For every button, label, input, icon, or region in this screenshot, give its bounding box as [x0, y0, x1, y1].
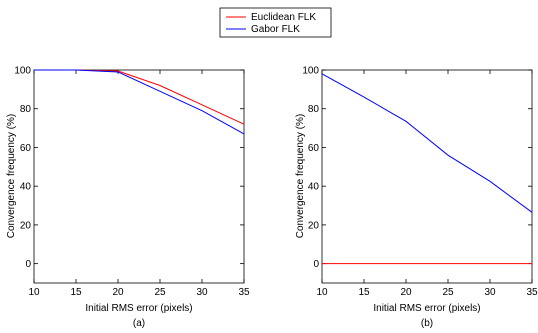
x-tick-label: 25	[154, 287, 166, 298]
legend-label-gabor: Gabor FLK	[251, 24, 300, 35]
x-tick-label: 30	[484, 287, 496, 298]
legend-box	[219, 7, 332, 38]
x-ticks-a: 10 15 20 25 30 35	[28, 70, 250, 298]
x-tick-label: 15	[70, 287, 82, 298]
y-tick-label: 0	[25, 259, 31, 270]
series-line-gabor-flk	[321, 73, 533, 213]
y-tick-label: 40	[20, 182, 32, 193]
x-tick-label: 35	[526, 287, 538, 298]
y-tick-label: 60	[308, 143, 320, 154]
x-axis-label-a: Initial RMS error (pixels)	[85, 303, 192, 314]
y-ticks-a: 0 20 40 60 80 100	[14, 66, 244, 270]
y-tick-label: 60	[20, 143, 32, 154]
chart-panel-a: 10 15 20 25 30 35 0 20 40 60 80 100 Initial RMS er…	[6, 66, 250, 330]
plot-area-a	[33, 69, 245, 284]
legend-label-euclidean: Euclidean FLK	[251, 12, 316, 23]
panel-label-a: (a)	[133, 318, 145, 329]
x-axis-label-b: Initial RMS error (pixels)	[373, 303, 480, 314]
y-axis-label-b: Convergence frequency (%)	[295, 114, 306, 239]
y-tick-label: 0	[313, 259, 319, 270]
y-axis-label-a: Convergence frequency (%)	[6, 114, 17, 239]
series-line-gabor-flk	[34, 69, 245, 135]
series-lines-b	[321, 73, 533, 265]
x-tick-label: 20	[400, 287, 412, 298]
y-tick-label: 20	[308, 220, 320, 231]
y-tick-label: 100	[14, 66, 31, 77]
y-tick-label: 40	[308, 182, 320, 193]
x-tick-label: 20	[112, 287, 124, 298]
chart-panel-b: 10 15 20 25 30 35 0 20 40 60 80 100 Initial RMS er…	[295, 66, 538, 330]
series-lines-a	[34, 69, 245, 135]
x-ticks-b: 10 15 20 25 30 35	[316, 70, 538, 298]
x-tick-label: 35	[238, 287, 250, 298]
y-tick-label: 80	[20, 104, 32, 115]
plot-area-b	[321, 69, 533, 284]
y-ticks-b: 0 20 40 60 80 100	[302, 66, 532, 270]
x-tick-label: 10	[316, 287, 328, 298]
y-tick-label: 80	[308, 104, 320, 115]
x-tick-label: 10	[28, 287, 40, 298]
y-tick-label: 100	[302, 66, 319, 77]
legend: Euclidean FLK Gabor FLK	[219, 7, 332, 38]
x-tick-label: 15	[358, 287, 370, 298]
x-tick-label: 25	[442, 287, 454, 298]
y-tick-label: 20	[20, 220, 32, 231]
panel-label-b: (b)	[421, 318, 433, 329]
x-tick-label: 30	[196, 287, 208, 298]
